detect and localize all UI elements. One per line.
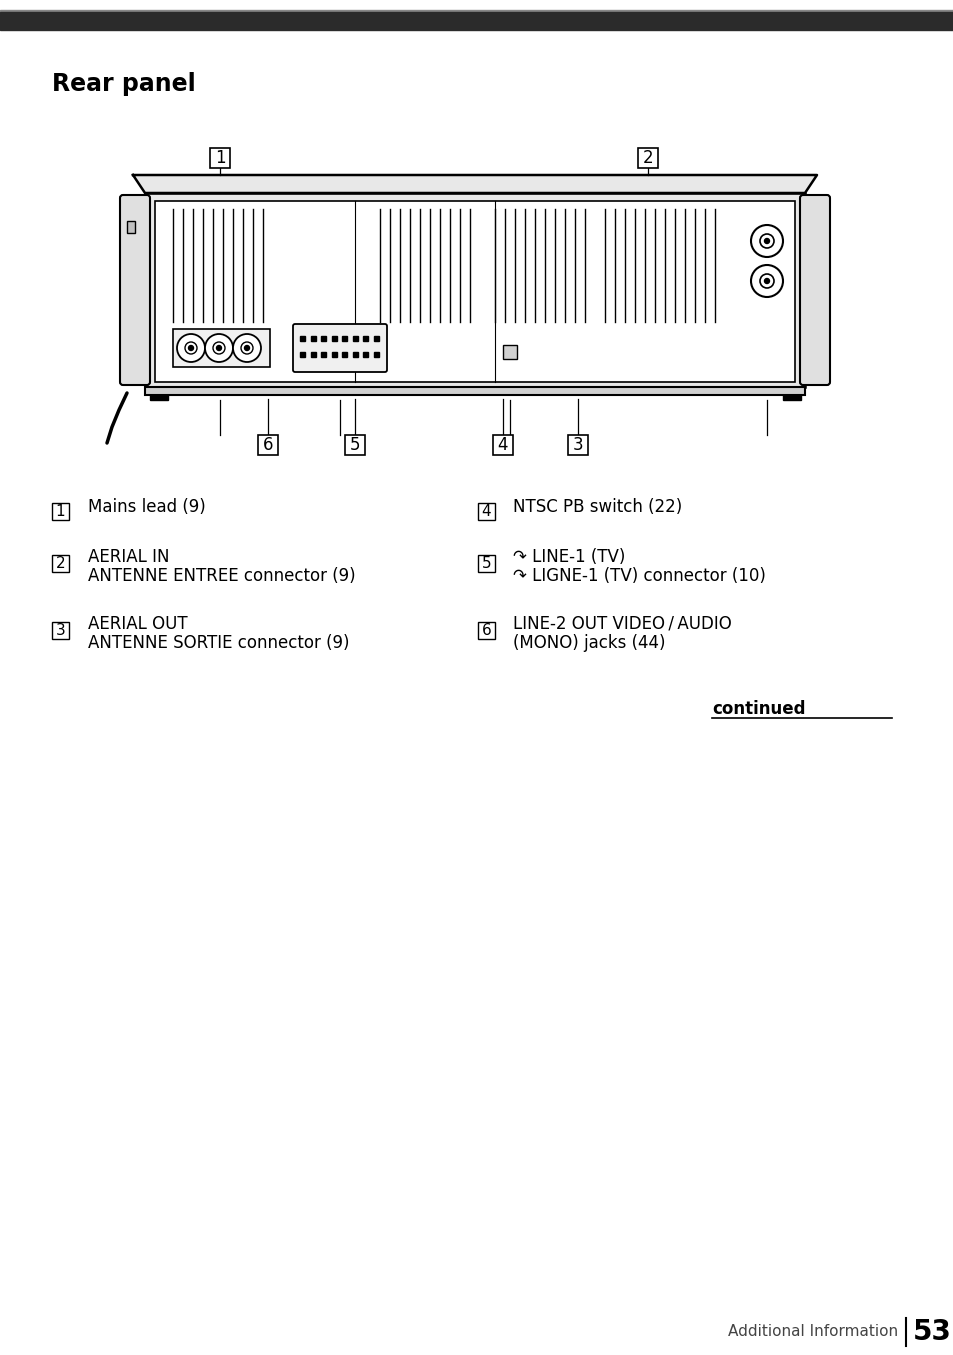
- Text: 2: 2: [642, 149, 653, 167]
- FancyBboxPatch shape: [800, 195, 829, 385]
- Bar: [353, 352, 357, 356]
- Text: 6: 6: [481, 623, 491, 638]
- Bar: [321, 352, 326, 356]
- Bar: [332, 352, 336, 356]
- Circle shape: [233, 333, 261, 362]
- Text: 53: 53: [912, 1318, 950, 1346]
- Text: (MONO) jacks (44): (MONO) jacks (44): [513, 634, 665, 652]
- Circle shape: [763, 238, 769, 244]
- Bar: [52, 622, 69, 640]
- Text: Additional Information: Additional Information: [727, 1324, 897, 1340]
- Bar: [0, 9, 953, 12]
- Text: NTSC PB switch (22): NTSC PB switch (22): [513, 499, 681, 516]
- Text: ↷ LIGNE-1 (TV) connector (10): ↷ LIGNE-1 (TV) connector (10): [513, 566, 765, 585]
- Circle shape: [244, 346, 250, 351]
- Bar: [172, 329, 270, 367]
- Bar: [374, 352, 378, 356]
- Circle shape: [763, 279, 769, 283]
- Bar: [502, 346, 517, 359]
- Text: Rear panel: Rear panel: [52, 72, 195, 96]
- Polygon shape: [132, 175, 816, 192]
- Bar: [342, 336, 347, 341]
- FancyBboxPatch shape: [120, 195, 150, 385]
- Bar: [0, 12, 953, 30]
- Circle shape: [750, 225, 782, 257]
- Text: ↷ LINE-1 (TV): ↷ LINE-1 (TV): [513, 547, 625, 566]
- Text: LINE-2 OUT VIDEO / AUDIO: LINE-2 OUT VIDEO / AUDIO: [513, 615, 731, 633]
- Circle shape: [185, 341, 196, 354]
- Bar: [567, 435, 587, 455]
- Bar: [363, 336, 368, 341]
- Bar: [311, 352, 315, 356]
- Bar: [52, 556, 69, 572]
- Bar: [311, 336, 315, 341]
- Text: ANTENNE ENTREE connector (9): ANTENNE ENTREE connector (9): [88, 566, 355, 585]
- Bar: [353, 336, 357, 341]
- Text: 2: 2: [55, 556, 65, 570]
- Bar: [210, 148, 230, 168]
- Text: AERIAL OUT: AERIAL OUT: [88, 615, 188, 633]
- Text: ANTENNE SORTIE connector (9): ANTENNE SORTIE connector (9): [88, 634, 349, 652]
- Text: 5: 5: [481, 556, 491, 570]
- Bar: [477, 556, 495, 572]
- Bar: [477, 503, 495, 520]
- Bar: [321, 336, 326, 341]
- Bar: [493, 435, 513, 455]
- Bar: [150, 396, 168, 400]
- Text: 1: 1: [55, 504, 65, 519]
- Bar: [145, 388, 804, 396]
- Bar: [127, 221, 135, 233]
- Bar: [299, 352, 305, 356]
- Text: 1: 1: [214, 149, 225, 167]
- Bar: [363, 352, 368, 356]
- Circle shape: [750, 266, 782, 297]
- Text: continued: continued: [711, 701, 804, 718]
- Bar: [782, 396, 801, 400]
- Circle shape: [213, 341, 225, 354]
- Text: 6: 6: [262, 436, 273, 454]
- Bar: [257, 435, 277, 455]
- Circle shape: [241, 341, 253, 354]
- Bar: [477, 622, 495, 640]
- FancyBboxPatch shape: [293, 324, 387, 373]
- Text: 4: 4: [497, 436, 508, 454]
- Text: 3: 3: [55, 623, 66, 638]
- Text: 5: 5: [350, 436, 360, 454]
- Text: Mains lead (9): Mains lead (9): [88, 499, 206, 516]
- Bar: [154, 201, 794, 382]
- Bar: [374, 336, 378, 341]
- Circle shape: [205, 333, 233, 362]
- Text: 4: 4: [481, 504, 491, 519]
- Bar: [145, 192, 804, 388]
- Bar: [332, 336, 336, 341]
- Circle shape: [216, 346, 221, 351]
- Bar: [299, 336, 305, 341]
- Circle shape: [177, 333, 205, 362]
- Circle shape: [760, 234, 773, 248]
- Bar: [52, 503, 69, 520]
- Circle shape: [760, 274, 773, 289]
- Text: AERIAL IN: AERIAL IN: [88, 547, 170, 566]
- Bar: [342, 352, 347, 356]
- Bar: [345, 435, 365, 455]
- Circle shape: [189, 346, 193, 351]
- Bar: [638, 148, 658, 168]
- Text: 3: 3: [572, 436, 582, 454]
